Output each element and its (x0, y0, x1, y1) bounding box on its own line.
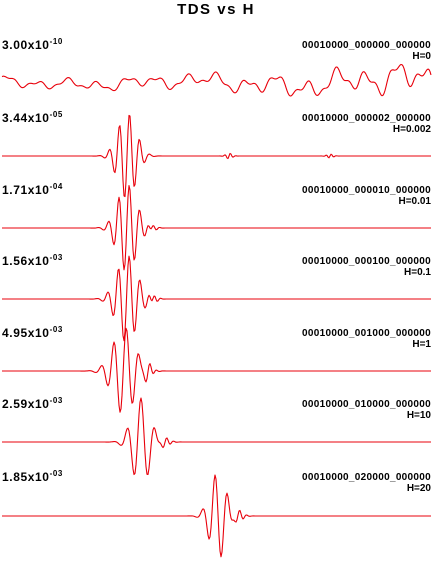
amplitude-label: 3.44x10-05 (2, 110, 63, 125)
amplitude-label: 1.85x10-03 (2, 469, 63, 484)
amplitude-label: 3.00x10-10 (2, 37, 63, 52)
series-id-label: 00010000_000002_000000 (302, 113, 431, 124)
amplitude-label: 1.56x10-03 (2, 253, 63, 268)
amplitude-mantissa: 1.71x10 (2, 183, 50, 197)
amplitude-exponent: -03 (50, 253, 63, 262)
amplitude-label: 4.95x10-03 (2, 325, 63, 340)
series-id-label: 00010000_000000_000000 (302, 40, 431, 51)
series-id-label: 00010000_001000_000000 (302, 328, 431, 339)
amplitude-exponent: -03 (50, 469, 63, 478)
amplitude-mantissa: 2.59x10 (2, 397, 50, 411)
series-id-label: 00010000_020000_000000 (302, 472, 431, 483)
amplitude-exponent: -03 (50, 325, 63, 334)
series-id-label: 00010000_000010_000000 (302, 185, 431, 196)
series-id-label: 00010000_010000_000000 (302, 399, 431, 410)
h-value-label: H=0.1 (404, 267, 431, 278)
waveform-trace (2, 114, 431, 198)
chart-title: TDS vs H (177, 1, 255, 18)
amplitude-label: 1.71x10-04 (2, 182, 63, 197)
amplitude-exponent: -04 (50, 182, 63, 191)
waveform-trace (2, 185, 431, 271)
amplitude-mantissa: 4.95x10 (2, 326, 50, 340)
h-value-label: H=0 (412, 51, 431, 62)
amplitude-mantissa: 3.00x10 (2, 38, 50, 52)
amplitude-mantissa: 1.85x10 (2, 470, 50, 484)
waveform-trace (2, 327, 431, 413)
h-value-label: H=0.01 (398, 196, 431, 207)
waveform-trace (1, 63, 432, 97)
amplitude-label: 2.59x10-03 (2, 396, 63, 411)
series-id-label: 00010000_000100_000000 (302, 256, 431, 267)
h-value-label: H=10 (407, 410, 432, 421)
waveform-trace (2, 474, 431, 558)
waveform-trace (2, 397, 431, 476)
amplitude-exponent: -10 (50, 37, 63, 46)
amplitude-exponent: -03 (50, 396, 63, 405)
h-value-label: H=1 (412, 339, 431, 350)
amplitude-mantissa: 1.56x10 (2, 254, 50, 268)
h-value-label: H=0.002 (393, 124, 432, 135)
amplitude-mantissa: 3.44x10 (2, 111, 50, 125)
h-value-label: H=20 (407, 483, 432, 494)
amplitude-exponent: -05 (50, 110, 63, 119)
waveform-trace (2, 255, 431, 342)
